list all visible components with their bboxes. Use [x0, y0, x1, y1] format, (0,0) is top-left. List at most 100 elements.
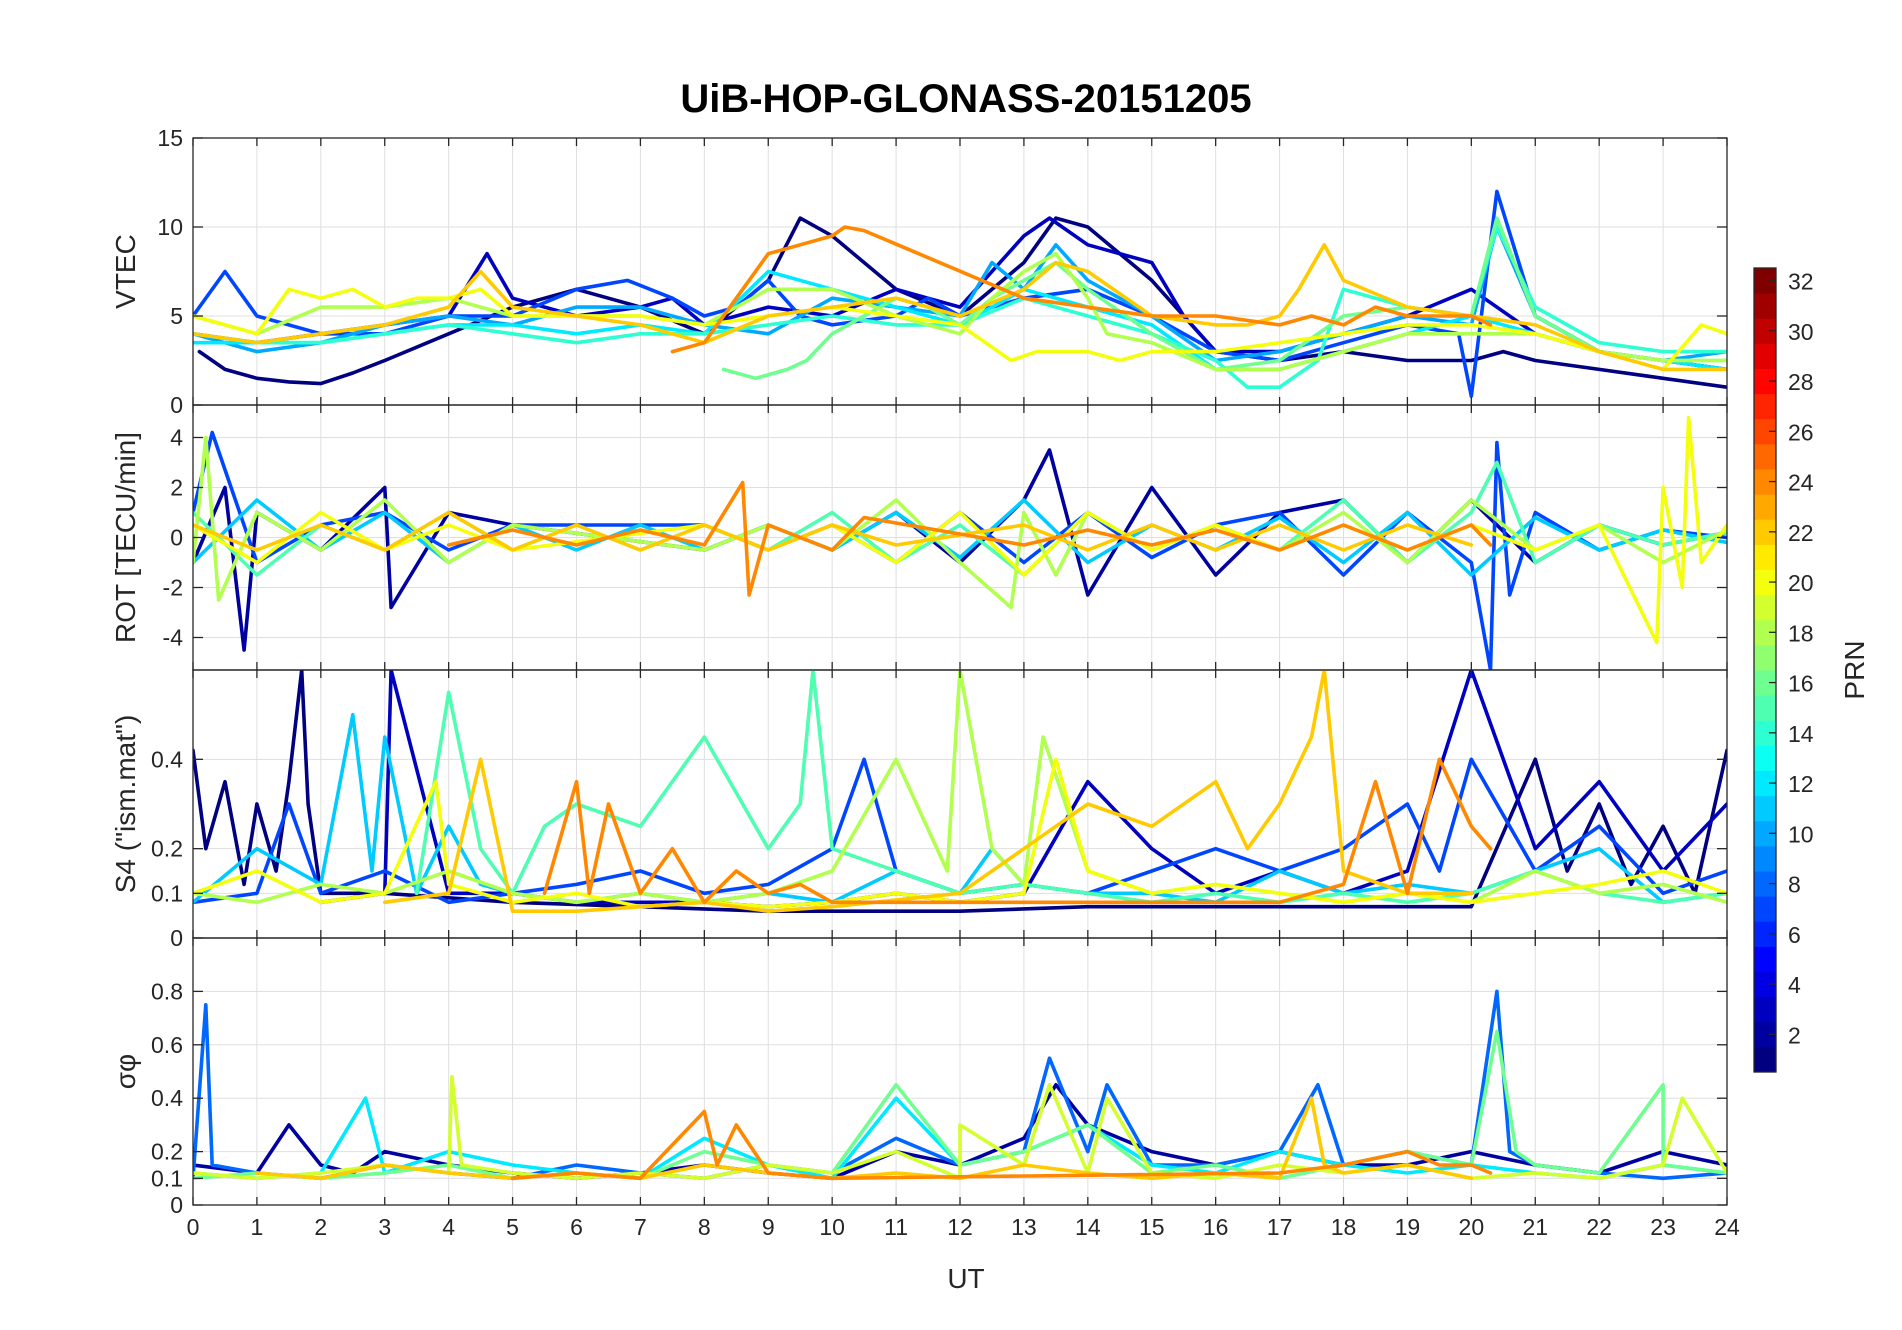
series-group — [193, 670, 1727, 913]
colorbar-segment — [1754, 1046, 1776, 1073]
x-tick-label: 21 — [1522, 1214, 1548, 1240]
series-prn-16 — [193, 1029, 1727, 1181]
series-prn-24 — [542, 757, 1493, 905]
x-tick-label: 22 — [1586, 1214, 1612, 1240]
x-tick-label: 19 — [1395, 1214, 1421, 1240]
series-prn-11 — [193, 712, 1727, 905]
x-tick-label: 11 — [884, 1214, 908, 1240]
x-tick-label: 23 — [1650, 1214, 1676, 1240]
colorbar-label: PRN — [1839, 640, 1870, 699]
y-tick-label: 10 — [157, 214, 183, 240]
x-tick-label: 16 — [1203, 1214, 1229, 1240]
y-axis-label-sigma_phi: σφ — [110, 1054, 141, 1089]
y-tick-label: 0.1 — [151, 1165, 183, 1191]
colorbar-segment — [1754, 720, 1776, 746]
series-prn-24 — [510, 1109, 1493, 1181]
colorbar-tick-label: 32 — [1788, 269, 1814, 295]
x-tick-label: 5 — [506, 1214, 519, 1240]
colorbar-segment — [1754, 946, 1776, 972]
colorbar-segment — [1754, 896, 1776, 922]
x-axis-label: UT — [947, 1263, 984, 1294]
x-tick-label: 7 — [634, 1214, 647, 1240]
series-prn-15 — [414, 670, 1727, 905]
colorbar-tick-label: 16 — [1788, 671, 1814, 697]
x-tick-label: 18 — [1331, 1214, 1357, 1240]
y-axis-label-vtec: VTEC — [110, 234, 141, 309]
colorbar-segment — [1754, 393, 1776, 420]
colorbar-segment — [1754, 494, 1776, 520]
x-tick-label: 6 — [570, 1214, 583, 1240]
colorbar-tick-label: 26 — [1788, 419, 1814, 445]
y-tick-label: -4 — [163, 625, 184, 651]
panel-s4: 0 0.1 0.2 0.4 S4 ("ism.mat") — [110, 669, 1728, 951]
colorbar-tick-label: 24 — [1788, 470, 1814, 496]
colorbar-tick-label: 4 — [1788, 972, 1801, 998]
colorbar-segment — [1754, 644, 1776, 671]
series-prn-3 — [193, 216, 1727, 372]
colorbar-frame — [1753, 267, 1777, 1073]
colorbar-segment — [1754, 670, 1776, 696]
x-tick-label: 24 — [1714, 1214, 1740, 1240]
y-tick-label: 0.2 — [151, 836, 183, 862]
y-axis-label-rot: ROT [TECU/min] — [110, 432, 141, 643]
y-tick-label: 0 — [170, 925, 183, 951]
y-tick-label: 0.8 — [151, 978, 183, 1004]
series-prn-20 — [193, 415, 1727, 645]
y-tick-label: 5 — [170, 303, 183, 329]
colorbar-tick-label: 14 — [1788, 721, 1814, 747]
series-prn-22 — [383, 670, 1474, 913]
colorbar-tick-label: 30 — [1788, 319, 1814, 345]
colorbar-segment — [1754, 343, 1776, 369]
colorbar-segment — [1754, 971, 1776, 998]
series-prn-24 — [670, 225, 1493, 354]
colorbar-segment — [1754, 418, 1776, 445]
colorbar-segment — [1754, 921, 1776, 947]
colorbar-segment — [1754, 745, 1776, 771]
colorbar-segment — [1754, 594, 1776, 621]
colorbar-segment — [1754, 544, 1776, 570]
colorbar-segment — [1754, 871, 1776, 897]
chart-title: UiB-HOP-GLONASS-20151205 — [680, 77, 1251, 121]
panel-rot: -4 -2 0 2 4 ROT [TECU/min] — [110, 404, 1728, 671]
y-tick-label: 0.1 — [151, 880, 183, 906]
colorbar-segment — [1754, 443, 1776, 470]
x-tick-label: 9 — [762, 1214, 775, 1240]
colorbar-segment — [1754, 318, 1776, 344]
colorbar-segment — [1754, 845, 1776, 872]
x-tick-label: 15 — [1139, 1214, 1165, 1240]
y-tick-label: 15 — [157, 125, 183, 151]
y-tick-label: 0 — [170, 392, 183, 418]
x-tick-label: 3 — [378, 1214, 391, 1240]
y-tick-label: 0 — [170, 525, 183, 551]
y-tick-label: 2 — [170, 475, 183, 501]
colorbar-tick-label: 22 — [1788, 520, 1814, 546]
x-tick-label: 1 — [251, 1214, 264, 1240]
x-tick-label: 12 — [947, 1214, 973, 1240]
colorbar-segment — [1754, 569, 1776, 596]
y-tick-label: 0.4 — [151, 746, 183, 772]
colorbar-segment — [1754, 1021, 1776, 1048]
colorbar-segment — [1754, 795, 1776, 822]
colorbar-tick-label: 10 — [1788, 821, 1814, 847]
x-tick-label: 20 — [1459, 1214, 1485, 1240]
colorbar-segment — [1754, 619, 1776, 646]
colorbar-segment — [1754, 519, 1776, 545]
colorbar-segment — [1754, 469, 1776, 495]
y-tick-label: 0.6 — [151, 1032, 183, 1058]
series-prn-20 — [193, 287, 1727, 372]
x-tick-label: 0 — [187, 1214, 200, 1240]
x-tick-label: 13 — [1011, 1214, 1037, 1240]
colorbar-segment — [1754, 368, 1776, 395]
x-tick-label: 4 — [442, 1214, 455, 1240]
y-tick-label: 0 — [170, 1192, 183, 1218]
series-prn-24 — [446, 480, 1493, 597]
colorbar-tick-label: 20 — [1788, 570, 1814, 596]
y-tick-label: -2 — [163, 575, 183, 601]
colorbar-tick-label: 12 — [1788, 771, 1814, 797]
y-axis-label-s4: S4 ("ism.mat") — [110, 715, 141, 894]
series-group — [193, 189, 1727, 398]
series-prn-18 — [193, 251, 1727, 372]
